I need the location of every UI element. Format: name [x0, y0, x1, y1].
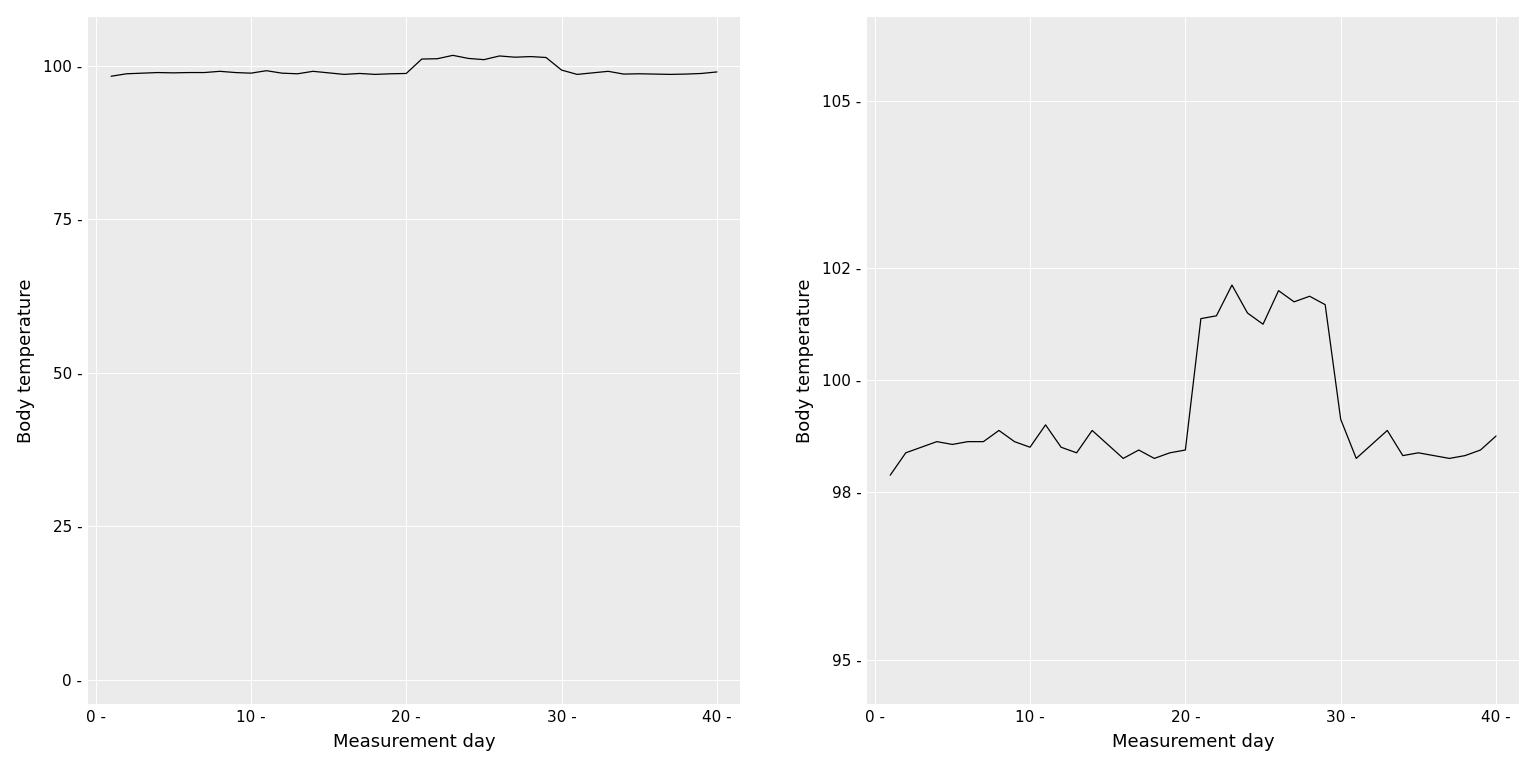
X-axis label: Measurement day: Measurement day — [1112, 733, 1275, 751]
X-axis label: Measurement day: Measurement day — [333, 733, 495, 751]
Y-axis label: Body temperature: Body temperature — [17, 278, 35, 443]
Y-axis label: Body temperature: Body temperature — [796, 278, 814, 443]
